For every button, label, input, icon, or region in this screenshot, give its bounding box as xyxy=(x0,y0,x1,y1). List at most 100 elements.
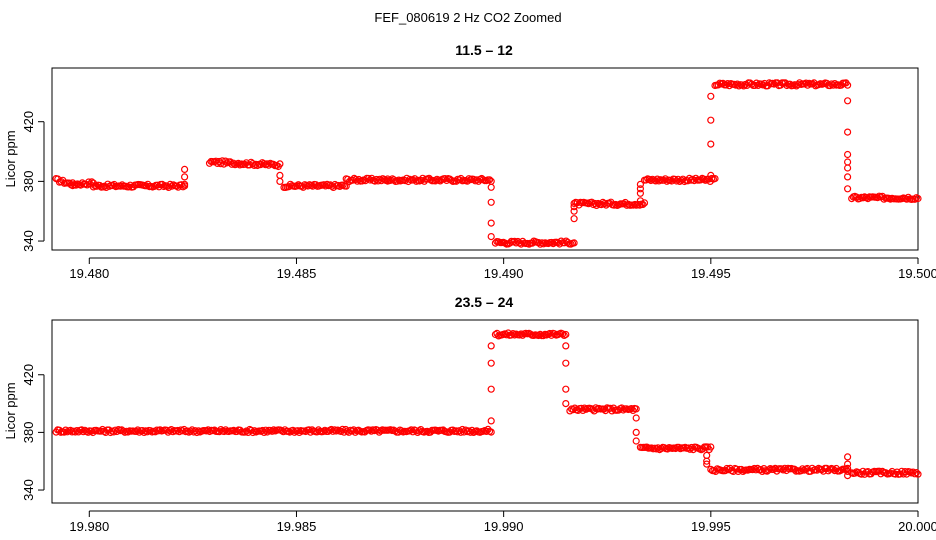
bottom-data-point xyxy=(632,405,640,413)
top-transition-point xyxy=(636,197,645,205)
top-data-point xyxy=(352,175,360,184)
top-data-point xyxy=(786,80,794,88)
top-transition-point xyxy=(181,173,189,181)
bottom-data-point xyxy=(911,470,919,478)
bottom-data-point xyxy=(851,469,859,477)
panel-bottom-plot-box xyxy=(51,319,919,504)
bottom-data-point xyxy=(724,466,733,474)
top-data-point xyxy=(754,81,762,90)
bottom-transition-point xyxy=(562,400,570,408)
bottom-data-point xyxy=(643,443,651,451)
top-transition-point xyxy=(843,150,852,159)
bottom-transition-point xyxy=(487,342,495,350)
top-data-point xyxy=(89,183,98,191)
bottom-data-point xyxy=(97,427,105,435)
top-data-point xyxy=(241,160,249,168)
bottom-data-point xyxy=(914,470,922,478)
bottom-transition-point xyxy=(632,414,640,422)
top-data-point xyxy=(252,160,260,168)
top-y-tick-label: 420 xyxy=(21,111,36,133)
top-transition-point xyxy=(181,182,189,190)
top-x-tick-label: 19.500 xyxy=(898,266,936,281)
bottom-x-tick-label: 19.990 xyxy=(484,519,524,534)
panel-top-title: 11.5 – 12 xyxy=(455,42,513,58)
bottom-data-point xyxy=(912,469,921,477)
bottom-x-tick-label: 20.000 xyxy=(898,519,936,534)
bottom-data-point xyxy=(618,404,626,412)
top-transition-point xyxy=(707,171,715,179)
top-x-tick-label: 19.480 xyxy=(69,266,109,281)
bottom-data-point xyxy=(178,427,187,435)
panel-top-x-axis: 19.480 19.485 19.490 19.495 19.500 xyxy=(69,257,936,281)
top-data-point xyxy=(166,180,174,188)
bottom-transition-point xyxy=(632,437,640,445)
top-transition-point xyxy=(707,92,715,100)
top-data-point xyxy=(914,194,922,203)
top-transition-point xyxy=(487,183,495,191)
bottom-y-tick-label: 340 xyxy=(21,479,36,501)
panel-top-ylabel: Licor ppm xyxy=(3,130,18,187)
top-data-point xyxy=(153,181,161,189)
bottom-transition-point xyxy=(843,460,852,468)
bottom-data-point xyxy=(562,330,570,339)
bottom-data-point xyxy=(319,427,327,436)
bottom-data-point xyxy=(343,427,351,435)
top-data-point xyxy=(510,237,519,245)
top-data-point xyxy=(735,82,743,90)
top-transition-point xyxy=(843,185,852,193)
bottom-data-point xyxy=(546,329,554,338)
top-data-point xyxy=(512,239,520,247)
top-transition-point xyxy=(276,177,284,185)
bottom-x-tick-label: 19.985 xyxy=(277,519,317,534)
top-transition-point xyxy=(636,189,645,197)
bottom-data-point xyxy=(797,467,805,475)
top-data-point xyxy=(125,183,133,191)
top-data-point xyxy=(592,201,601,209)
bottom-x-tick-label: 19.995 xyxy=(691,519,731,534)
bottom-transition-point xyxy=(703,451,711,459)
top-data-point xyxy=(640,199,649,207)
bottom-data-point xyxy=(592,404,600,412)
top-x-tick-label: 19.490 xyxy=(484,266,524,281)
top-transition-point xyxy=(570,203,578,211)
panel-top-points xyxy=(52,79,922,248)
bottom-transition-point xyxy=(843,464,852,472)
bottom-data-point xyxy=(62,426,70,434)
bottom-data-point xyxy=(509,330,517,338)
bottom-data-point xyxy=(765,466,773,474)
top-data-point xyxy=(748,80,756,88)
top-transition-point xyxy=(181,165,189,173)
bottom-data-point xyxy=(330,426,339,434)
top-transition-point xyxy=(276,171,284,179)
top-data-point xyxy=(672,177,681,185)
top-data-point xyxy=(72,181,80,189)
top-transition-point xyxy=(707,116,715,124)
bottom-transition-point xyxy=(562,342,570,350)
top-transition-point xyxy=(843,164,852,172)
top-data-point xyxy=(873,194,882,202)
bottom-transition-point xyxy=(487,385,495,393)
top-data-point xyxy=(441,175,449,183)
top-x-tick-label: 19.485 xyxy=(277,266,317,281)
bottom-data-point xyxy=(558,330,567,338)
bottom-data-point xyxy=(193,428,201,437)
top-transition-point xyxy=(487,198,495,206)
bottom-data-point xyxy=(707,443,715,451)
bottom-data-point xyxy=(891,470,900,478)
bottom-data-point xyxy=(268,427,276,435)
bottom-data-point xyxy=(78,426,86,434)
top-data-point xyxy=(911,195,919,203)
bottom-transition-point xyxy=(487,359,495,367)
top-transition-point xyxy=(570,215,578,223)
top-transition-point xyxy=(843,158,852,166)
bottom-data-point xyxy=(752,466,760,474)
top-transition-point xyxy=(707,140,715,148)
bottom-data-point xyxy=(186,427,195,435)
top-data-point xyxy=(342,182,350,190)
top-data-point xyxy=(803,81,812,89)
bottom-data-point xyxy=(407,426,415,434)
bottom-data-point xyxy=(482,427,490,435)
top-transition-point xyxy=(570,207,578,215)
